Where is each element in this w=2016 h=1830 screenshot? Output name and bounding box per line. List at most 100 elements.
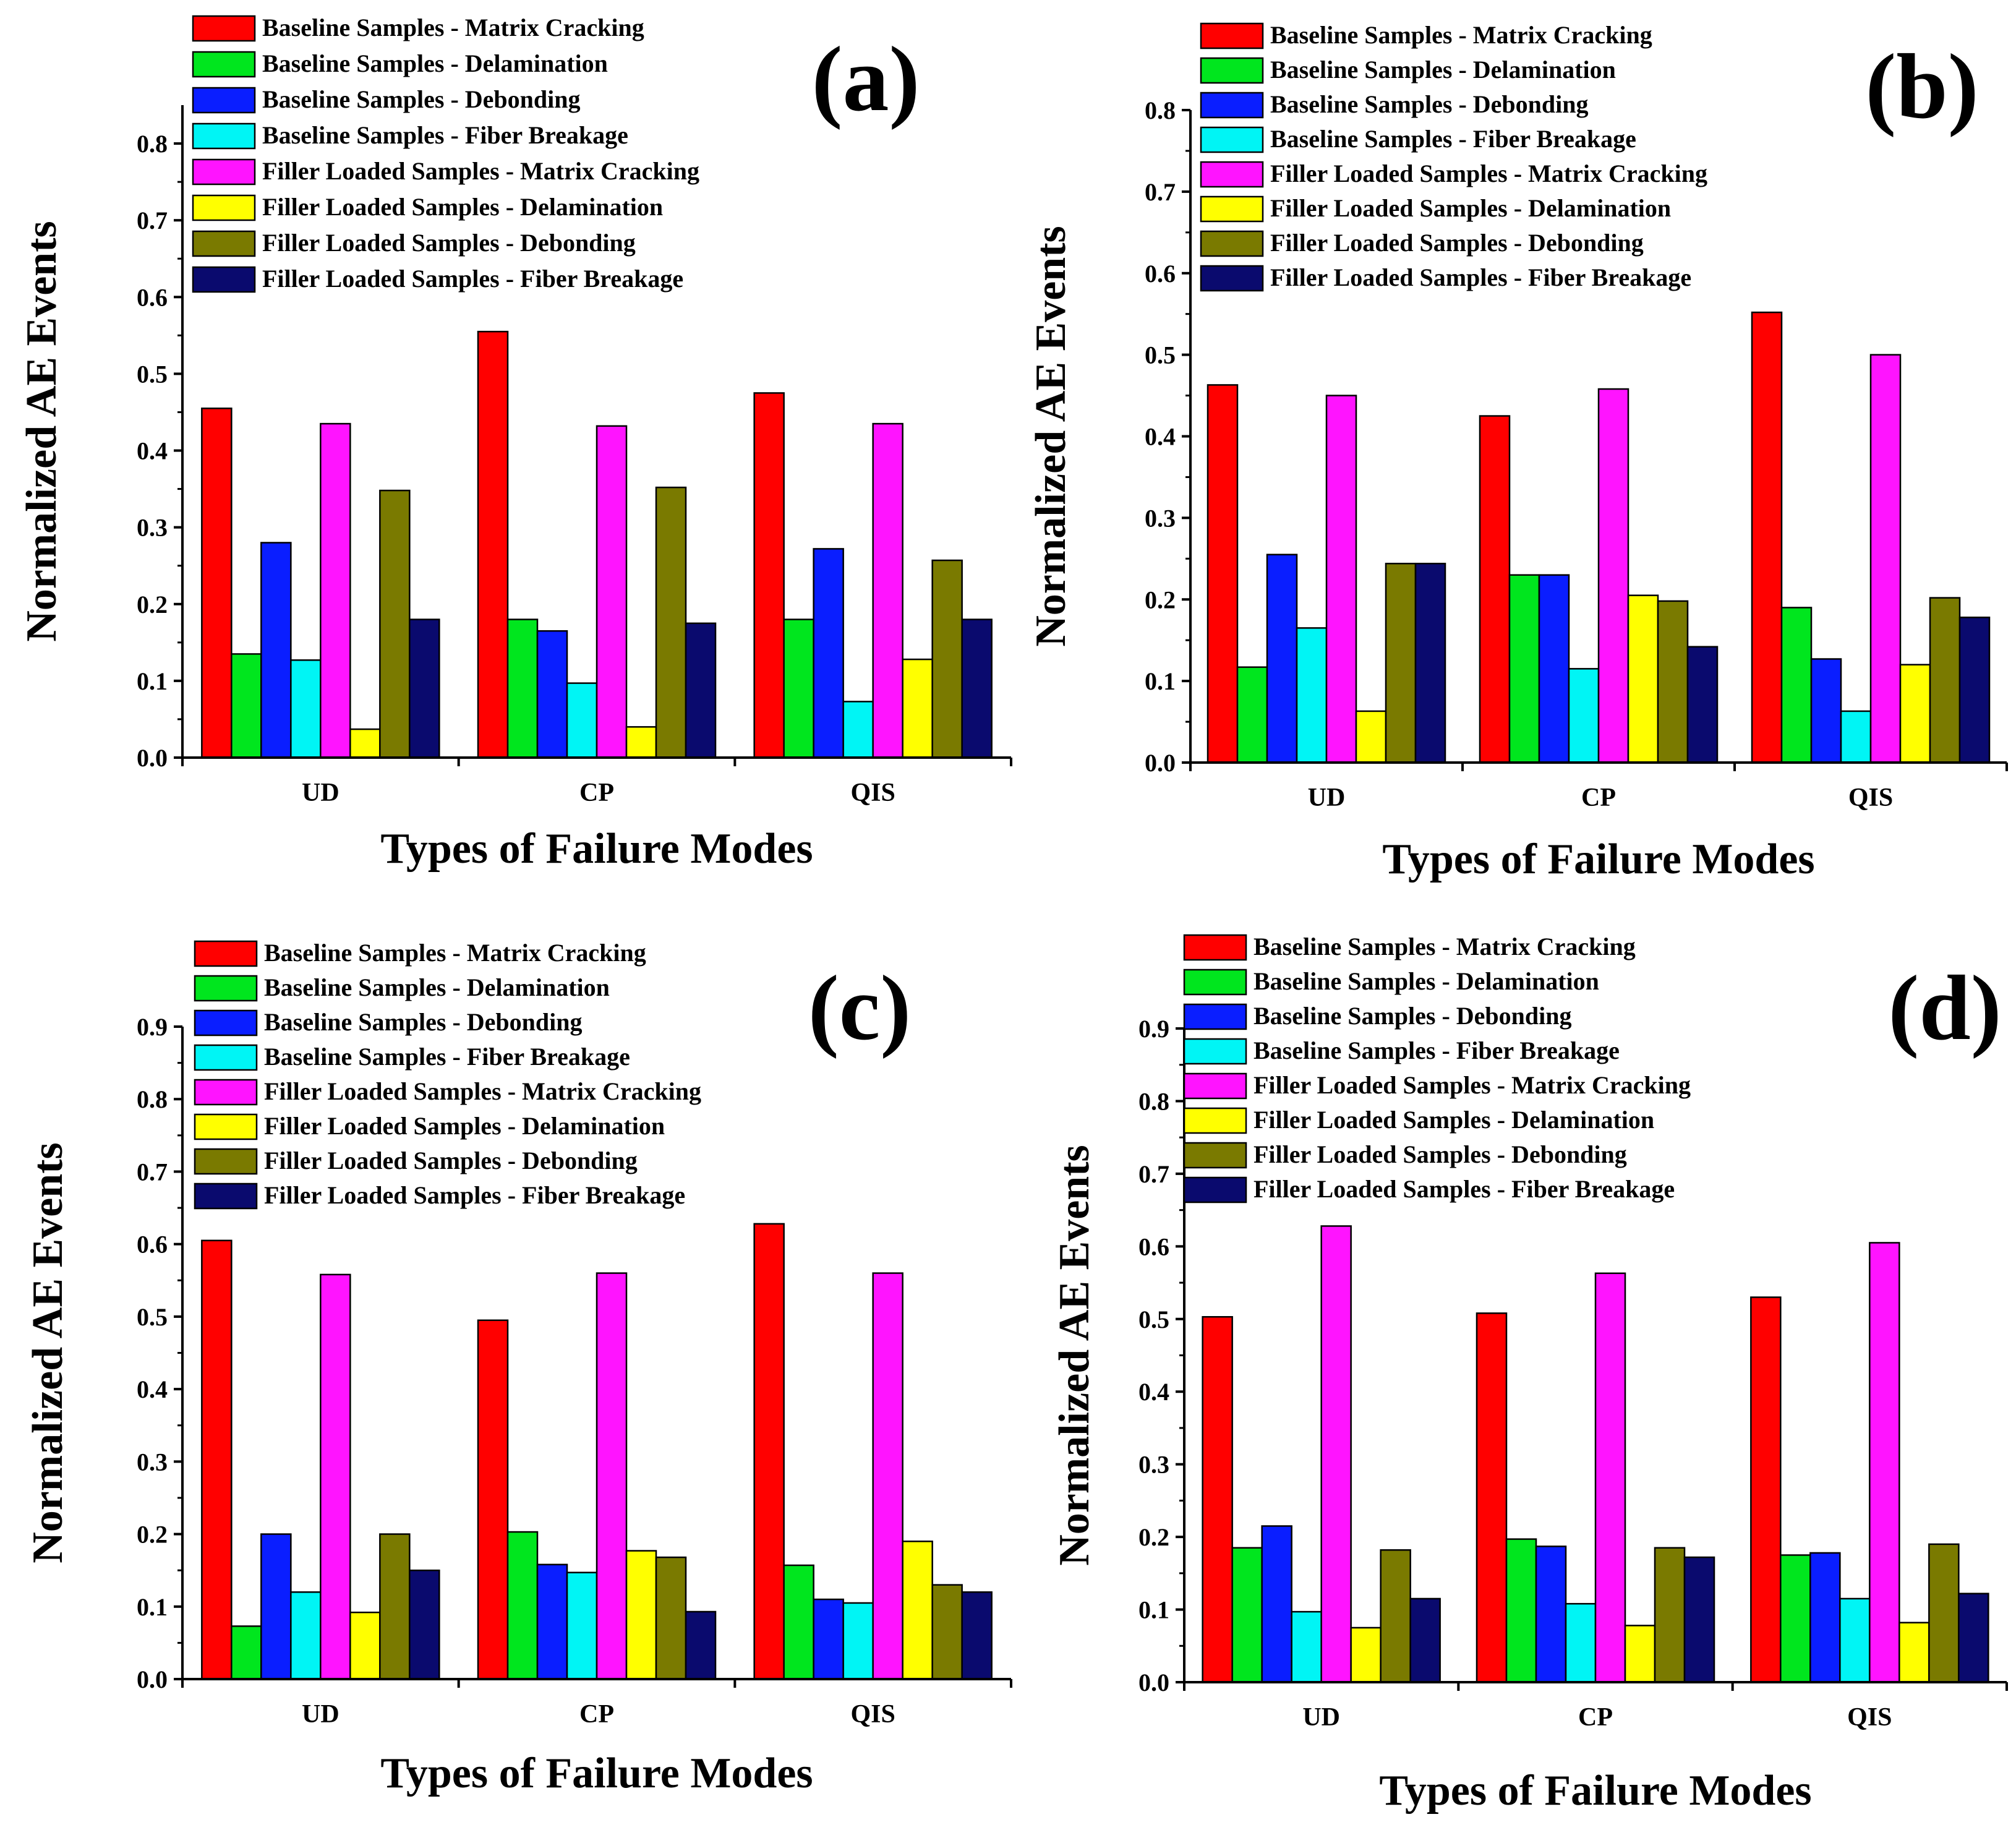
bar-5-CP bbox=[596, 1272, 628, 1680]
x-axis-title: Types of Failure Modes bbox=[1379, 1767, 1811, 1815]
chart-panel-d: 0.0 0.1 0.2 0.3 0.4 0.5 0.6 0.7 0.8 0.9 UD CP QIS Typ… bbox=[1051, 933, 2008, 1815]
y-tick-label: 0.3 bbox=[137, 1448, 168, 1476]
y-tick-label: 0.2 bbox=[1145, 586, 1176, 614]
legend-swatch bbox=[194, 1113, 258, 1140]
y-tick-label: 0.1 bbox=[137, 1593, 168, 1621]
bar-4-UD bbox=[290, 1591, 322, 1680]
bar-4-UD bbox=[290, 659, 322, 759]
legend-swatch bbox=[1183, 1003, 1247, 1030]
bar-3-UD bbox=[1266, 554, 1298, 764]
bar-7-CP bbox=[1657, 600, 1689, 764]
panel-label: (b) bbox=[1865, 35, 1978, 138]
bar-6-UD bbox=[1355, 710, 1387, 764]
legend: Baseline Samples - Matrix Cracking Baseli… bbox=[192, 14, 699, 293]
panel-label: (a) bbox=[812, 28, 920, 130]
y-tick-label: 0.5 bbox=[137, 1303, 168, 1331]
y-tick-label: 0.6 bbox=[137, 1231, 168, 1259]
x-axis-title: Types of Failure Modes bbox=[380, 825, 813, 873]
bar-7-CP bbox=[655, 486, 687, 759]
x-category-label: QIS bbox=[1848, 784, 1893, 812]
legend-swatch bbox=[192, 230, 256, 257]
legend-swatch bbox=[1183, 968, 1247, 996]
legend-label: Baseline Samples - Debonding bbox=[262, 85, 581, 113]
legend-swatch bbox=[192, 87, 256, 114]
bar-1-QIS bbox=[753, 392, 785, 759]
x-category-label: UD bbox=[302, 1700, 340, 1729]
bar-8-UD bbox=[409, 618, 440, 759]
y-tick-label: 0.4 bbox=[137, 1375, 168, 1403]
bar-2-UD bbox=[231, 653, 262, 759]
bar-2-CP bbox=[506, 1531, 539, 1680]
legend-swatch bbox=[192, 194, 256, 221]
y-tick-label: 0.0 bbox=[1138, 1669, 1169, 1696]
x-category-label: CP bbox=[1578, 1703, 1613, 1732]
bar-4-CP bbox=[566, 1571, 598, 1680]
legend-swatch bbox=[192, 51, 256, 78]
bar-1-CP bbox=[477, 1319, 509, 1680]
legend-swatch bbox=[1183, 1038, 1247, 1065]
bar-5-CP bbox=[1597, 388, 1629, 764]
bar-2-UD bbox=[1236, 666, 1268, 764]
bar-1-QIS bbox=[753, 1223, 785, 1680]
legend-label: Baseline Samples - Fiber Breakage bbox=[264, 1043, 630, 1071]
bar-4-UD bbox=[1296, 627, 1328, 764]
bar-1-CP bbox=[1479, 415, 1511, 764]
legend-label: Baseline Samples - Matrix Cracking bbox=[1270, 21, 1652, 49]
x-category-label: QIS bbox=[1847, 1703, 1892, 1732]
x-category-label: UD bbox=[1302, 1703, 1340, 1732]
y-tick-label: 0.3 bbox=[137, 514, 168, 542]
legend-label: Baseline Samples - Debonding bbox=[1270, 90, 1589, 118]
bar-3-UD bbox=[260, 1533, 292, 1680]
legend-label: Baseline Samples - Delamination bbox=[264, 973, 610, 1001]
legend: Baseline Samples - Matrix Cracking Baseli… bbox=[194, 939, 701, 1210]
bar-6-CP bbox=[1624, 1625, 1656, 1683]
legend-swatch bbox=[192, 266, 256, 293]
bar-8-UD bbox=[1409, 1597, 1441, 1683]
bar-2-UD bbox=[1231, 1547, 1263, 1683]
bar-8-QIS bbox=[961, 1591, 993, 1680]
bar-4-UD bbox=[1291, 1610, 1322, 1683]
bar-5-QIS bbox=[1869, 1242, 1900, 1683]
bar-3-QIS bbox=[813, 548, 844, 759]
y-axis-title: Normalized AE Events bbox=[18, 221, 66, 642]
x-category-label: CP bbox=[1581, 784, 1616, 812]
bar-2-QIS bbox=[1780, 607, 1813, 764]
bar-1-UD bbox=[1202, 1316, 1233, 1683]
bar-8-QIS bbox=[961, 618, 993, 759]
legend: Baseline Samples - Matrix Cracking Baseli… bbox=[1200, 21, 1707, 292]
legend-label: Filler Loaded Samples - Debonding bbox=[264, 1147, 638, 1174]
y-tick-label: 0.6 bbox=[1138, 1233, 1169, 1260]
bar-6-UD bbox=[349, 1611, 381, 1680]
legend-label: Baseline Samples - Debonding bbox=[1254, 1002, 1572, 1030]
chart-panel-c: 0.0 0.1 0.2 0.3 0.4 0.5 0.6 0.7 0.8 0.9 UD CP QIS Typ… bbox=[24, 939, 1012, 1797]
y-tick-label: 0.6 bbox=[1145, 260, 1176, 288]
legend-swatch bbox=[1183, 1072, 1247, 1100]
x-category-label: QIS bbox=[850, 1700, 895, 1729]
bar-7-QIS bbox=[1928, 1543, 1960, 1683]
bar-8-UD bbox=[409, 1569, 440, 1680]
bar-8-UD bbox=[1414, 562, 1446, 764]
legend-label: Baseline Samples - Matrix Cracking bbox=[264, 939, 646, 967]
bar-8-QIS bbox=[1958, 617, 1991, 764]
y-tick-label: 0.9 bbox=[137, 1013, 168, 1041]
bar-4-CP bbox=[566, 682, 598, 759]
bar-5-UD bbox=[320, 422, 351, 759]
bar-4-QIS bbox=[1840, 710, 1872, 764]
bar-3-UD bbox=[1261, 1525, 1292, 1683]
legend-label: Baseline Samples - Fiber Breakage bbox=[1254, 1037, 1620, 1064]
bar-1-QIS bbox=[1750, 1296, 1782, 1683]
legend-label: Filler Loaded Samples - Delamination bbox=[264, 1112, 665, 1140]
bar-6-CP bbox=[625, 726, 657, 759]
y-tick-label: 0.5 bbox=[1145, 341, 1176, 369]
chart-panel-b: 0.0 0.1 0.2 0.3 0.4 0.5 0.6 0.7 0.8 UD CP QIS Types … bbox=[1027, 21, 2008, 883]
bar-1-UD bbox=[201, 1239, 233, 1680]
bar-2-QIS bbox=[1780, 1554, 1811, 1683]
bar-7-UD bbox=[379, 489, 411, 759]
y-tick-label: 0.5 bbox=[137, 360, 168, 388]
bar-3-CP bbox=[1535, 1546, 1567, 1683]
y-axis-title: Normalized AE Events bbox=[24, 1142, 72, 1563]
x-category-label: QIS bbox=[850, 779, 895, 807]
bar-4-CP bbox=[1568, 668, 1600, 764]
y-tick-label: 0.8 bbox=[137, 1085, 168, 1113]
